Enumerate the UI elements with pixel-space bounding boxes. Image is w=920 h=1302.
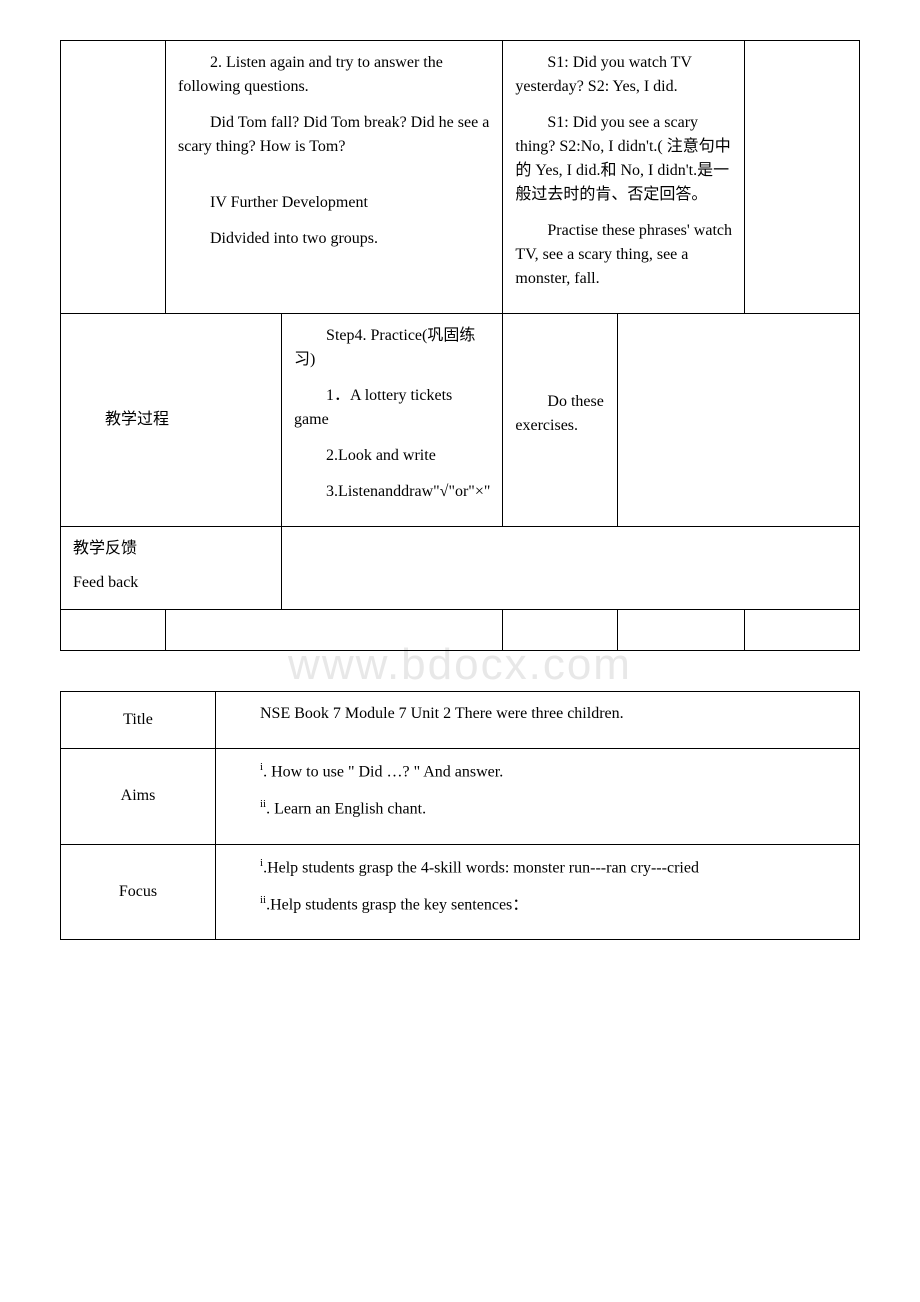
focus-text: i.Help students grasp the 4-skill words:… bbox=[228, 855, 847, 880]
cell-title-label: Title bbox=[61, 692, 216, 749]
aims-text: i. How to use " Did …? " And answer. bbox=[228, 759, 847, 784]
cell-empty bbox=[618, 610, 745, 651]
cell-exercise: Do these exercises. bbox=[503, 314, 618, 527]
step-text: 1．A lottery tickets game bbox=[294, 384, 490, 432]
dialogue-text: S1: Did you watch TV yesterday? S2: Yes,… bbox=[515, 51, 732, 99]
cell-empty bbox=[745, 41, 860, 314]
table-row: 教学反馈 Feed back bbox=[61, 527, 860, 610]
cell-feedback-label: 教学反馈 Feed back bbox=[61, 527, 282, 610]
process-label: 教学过程 bbox=[73, 408, 269, 432]
table-row: 教学过程 Step4. Practice(巩固练习) 1．A lottery t… bbox=[61, 314, 860, 527]
cell-empty bbox=[166, 610, 503, 651]
activity-text: 2. Listen again and try to answer the fo… bbox=[178, 51, 490, 99]
focus-text-a: .Help students grasp the 4-skill words: … bbox=[263, 859, 699, 876]
lesson-table-2: Title NSE Book 7 Module 7 Unit 2 There w… bbox=[60, 691, 860, 940]
cell-steps: Step4. Practice(巩固练习) 1．A lottery ticket… bbox=[282, 314, 503, 527]
cell-dialogue: S1: Did you watch TV yesterday? S2: Yes,… bbox=[503, 41, 745, 314]
title-text: NSE Book 7 Module 7 Unit 2 There were th… bbox=[228, 702, 847, 726]
cell-focus-label: Focus bbox=[61, 844, 216, 940]
activity-text: Did Tom fall? Did Tom break? Did he see … bbox=[178, 111, 490, 159]
activity-text: Didvided into two groups. bbox=[178, 227, 490, 251]
focus-text: ii.Help students grasp the key sentences… bbox=[228, 892, 847, 917]
aims-text-b: . Learn an English chant. bbox=[266, 801, 426, 818]
aims-text-a: . How to use " Did …? " And answer. bbox=[263, 763, 503, 780]
cell-empty bbox=[745, 610, 860, 651]
step-text: Step4. Practice(巩固练习) bbox=[294, 324, 490, 372]
cell-aims-label: Aims bbox=[61, 749, 216, 845]
cell-empty bbox=[61, 41, 166, 314]
cell-empty bbox=[282, 527, 860, 610]
cell-focus-content: i.Help students grasp the 4-skill words:… bbox=[216, 844, 860, 940]
cell-empty bbox=[618, 314, 860, 527]
step-text: 2.Look and write bbox=[294, 444, 490, 468]
table-row: Title NSE Book 7 Module 7 Unit 2 There w… bbox=[61, 692, 860, 749]
table-row: 2. Listen again and try to answer the fo… bbox=[61, 41, 860, 314]
cell-activities: 2. Listen again and try to answer the fo… bbox=[166, 41, 503, 314]
exercise-text: Do these exercises. bbox=[515, 390, 605, 438]
cell-empty bbox=[61, 610, 166, 651]
table-row: Aims i. How to use " Did …? " And answer… bbox=[61, 749, 860, 845]
cell-aims-content: i. How to use " Did …? " And answer. ii.… bbox=[216, 749, 860, 845]
cell-process-label: 教学过程 bbox=[61, 314, 282, 527]
table-row bbox=[61, 610, 860, 651]
dialogue-text: S1: Did you see a scary thing? S2:No, I … bbox=[515, 111, 732, 207]
lesson-table-1: 2. Listen again and try to answer the fo… bbox=[60, 40, 860, 651]
cell-title-content: NSE Book 7 Module 7 Unit 2 There were th… bbox=[216, 692, 860, 749]
feedback-cn: 教学反馈 bbox=[73, 537, 269, 561]
table-row: Focus i.Help students grasp the 4-skill … bbox=[61, 844, 860, 940]
focus-text-b: .Help students grasp the key sentences： bbox=[266, 896, 528, 913]
content-wrapper: 2. Listen again and try to answer the fo… bbox=[60, 40, 860, 940]
aims-text: ii. Learn an English chant. bbox=[228, 796, 847, 821]
feedback-en: Feed back bbox=[73, 571, 269, 595]
dialogue-text: Practise these phrases' watch TV, see a … bbox=[515, 219, 732, 291]
activity-text: IV Further Development bbox=[178, 191, 490, 215]
step-text: 3.Listenanddraw"√"or"×" bbox=[294, 480, 490, 504]
cell-empty bbox=[503, 610, 618, 651]
